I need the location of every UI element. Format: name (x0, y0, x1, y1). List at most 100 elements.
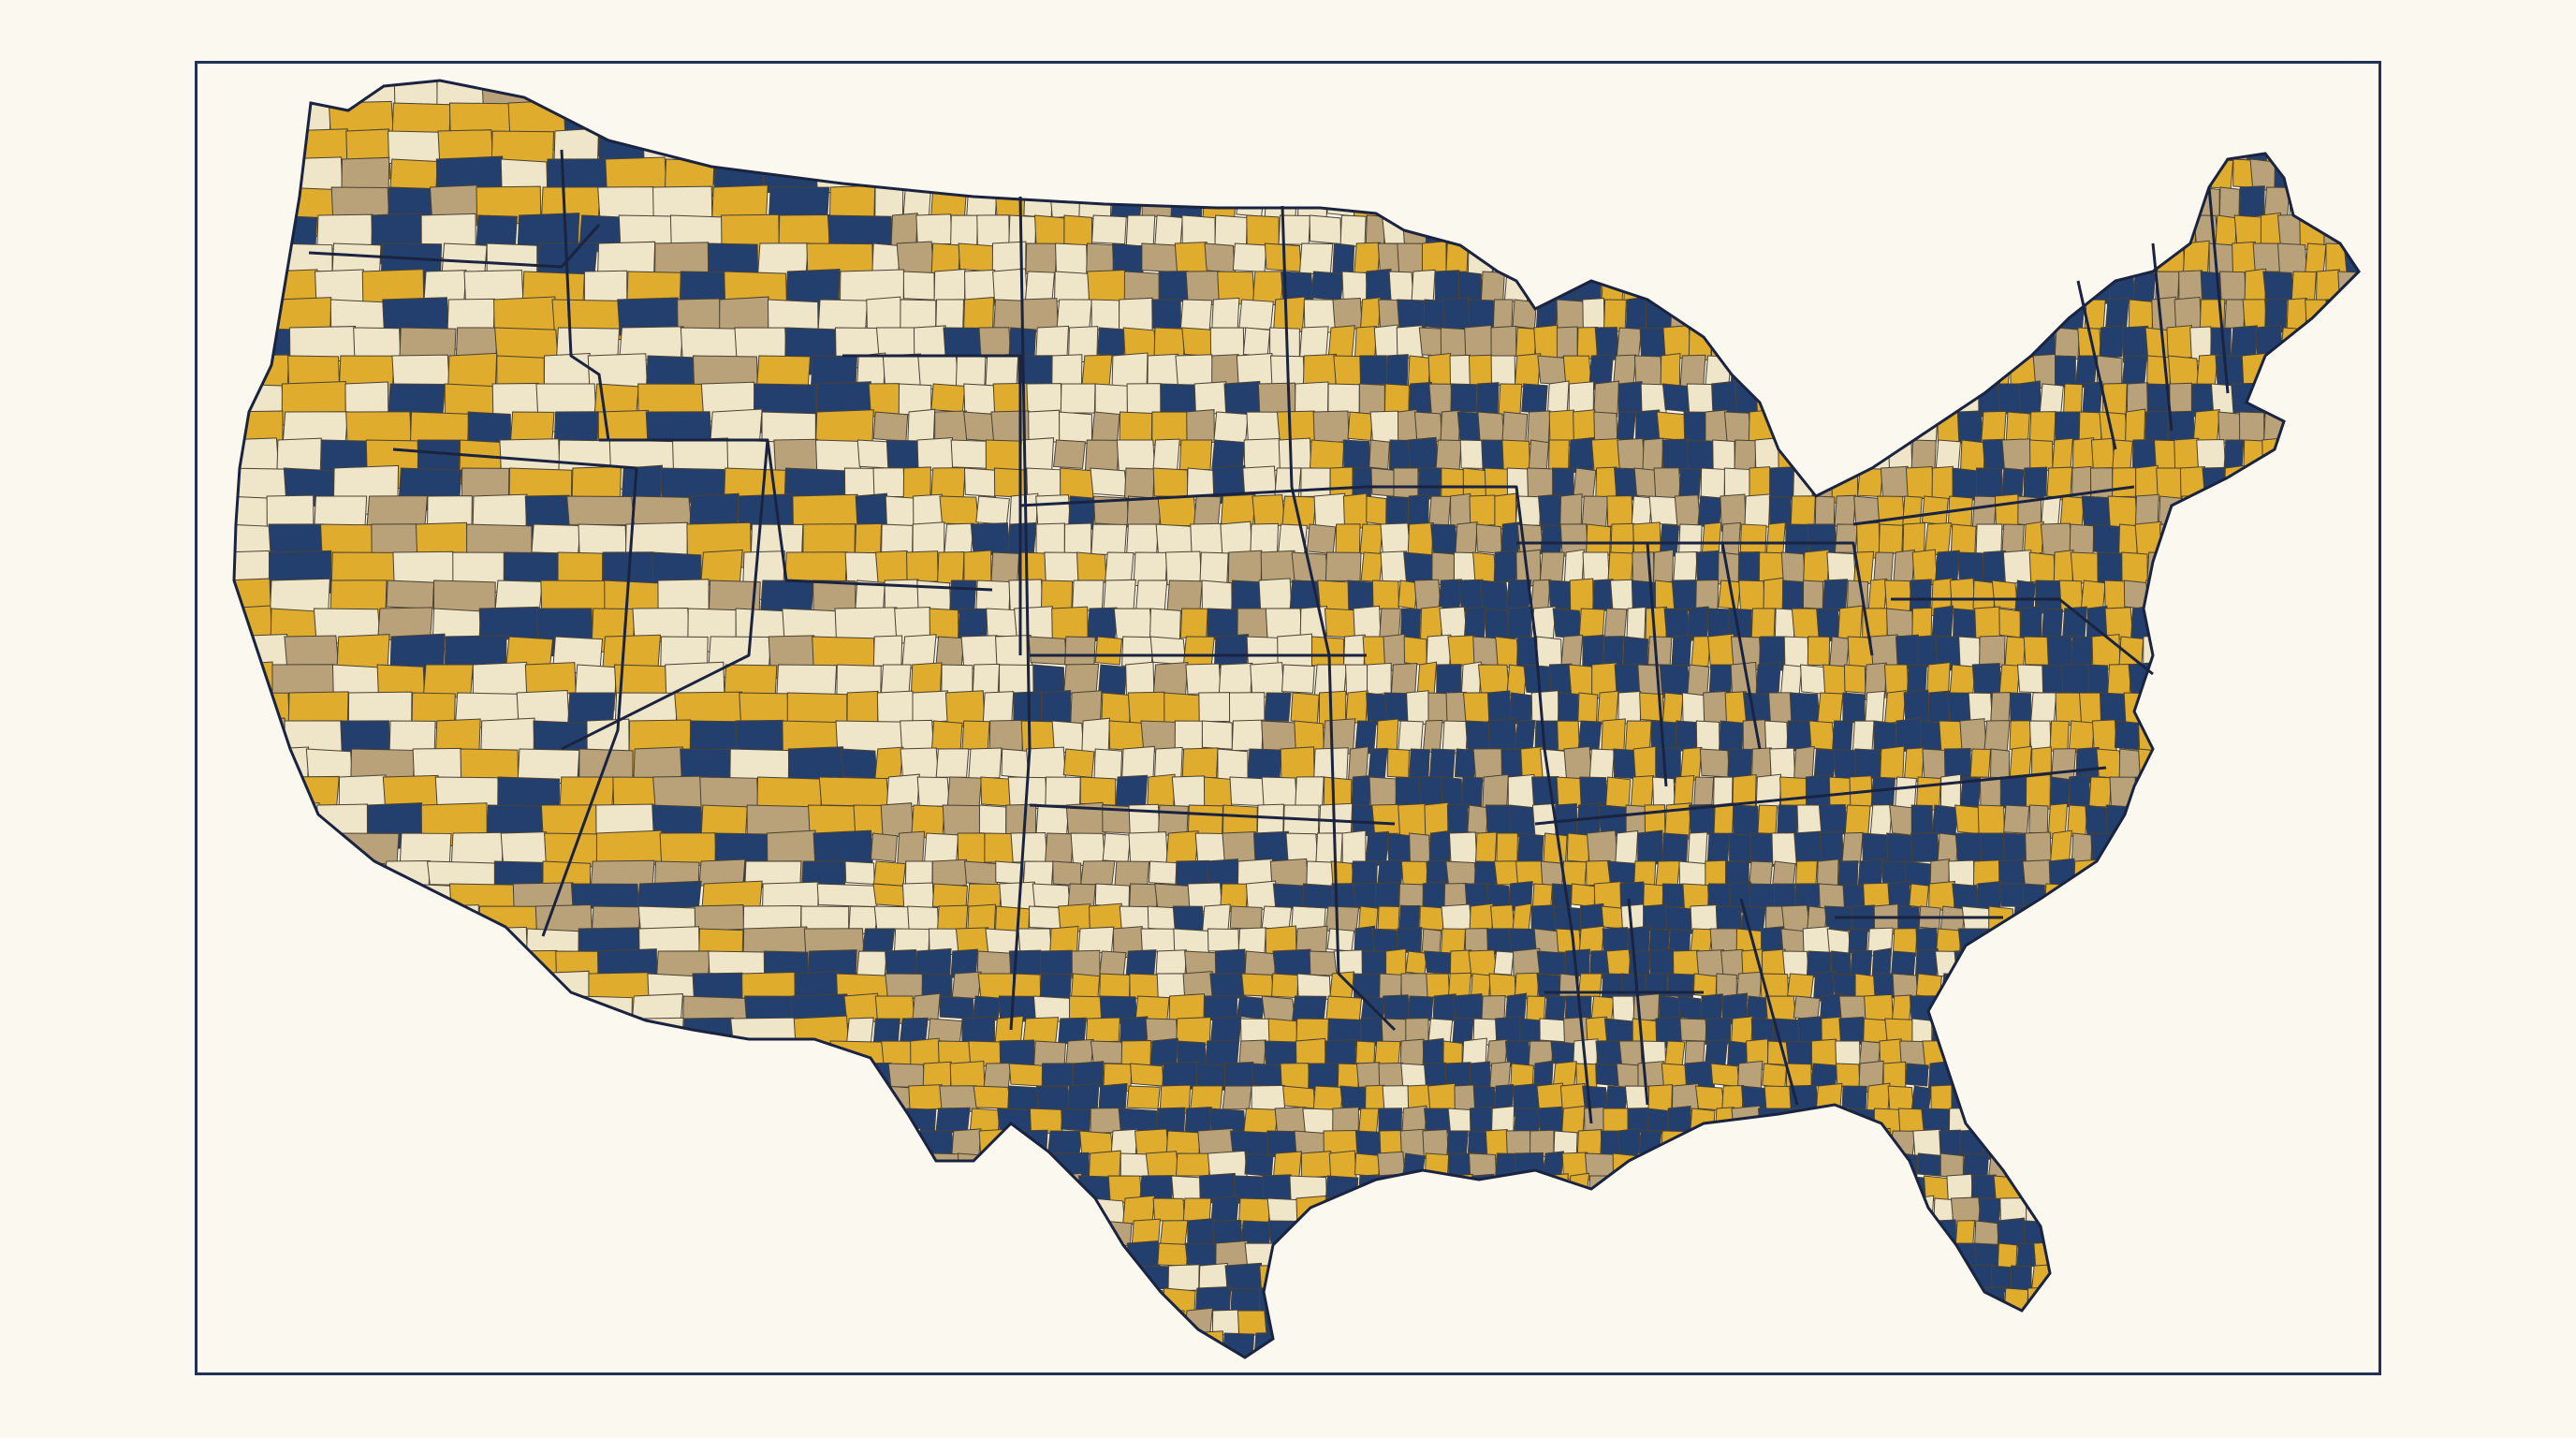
county-cell (1869, 634, 1901, 668)
county-cell (1553, 1329, 1574, 1357)
county-cell (1834, 494, 1857, 527)
county-cell (408, 1195, 475, 1225)
county-cell (1307, 1242, 1342, 1272)
county-cell (2212, 1084, 2241, 1112)
county-cell (1999, 776, 2027, 809)
county-cell (2325, 1150, 2350, 1185)
county-cell (1477, 664, 1511, 695)
county-cell (959, 1197, 995, 1225)
county-cell (986, 608, 1019, 638)
county-cell (1572, 1263, 1599, 1292)
county-cell (2146, 926, 2172, 957)
county-cell (1674, 1197, 1702, 1224)
county-cell (1543, 832, 1568, 865)
county-cell (2283, 1355, 2308, 1357)
county-cell (2352, 100, 2359, 139)
county-cell (535, 1062, 601, 1101)
county-cell (1062, 663, 1100, 696)
county-cell (2327, 326, 2349, 360)
county-cell (1688, 271, 1708, 304)
county-cell (234, 1040, 278, 1085)
county-cell (2188, 973, 2211, 1000)
county-cell (870, 1332, 911, 1357)
county-cell (1190, 522, 1224, 557)
county-cell (1718, 299, 1744, 332)
county-cell (1353, 882, 1379, 909)
county-cell (269, 1108, 333, 1155)
county-cell (1056, 100, 1090, 139)
county-cell (1837, 1172, 1860, 1206)
county-cell (2330, 1015, 2357, 1048)
county-cell (827, 1175, 884, 1200)
county-cell (872, 883, 908, 907)
county-cell (1919, 213, 1947, 249)
county-cell (340, 1061, 394, 1112)
county-cell (950, 214, 978, 246)
county-cell (1032, 883, 1071, 909)
county-cell (2318, 580, 2338, 612)
county-cell (1460, 1332, 1486, 1357)
county-cell (384, 928, 429, 973)
county-cell (2292, 718, 2318, 752)
county-cell (1633, 102, 1656, 134)
county-cell (1329, 466, 1354, 499)
county-cell (586, 1173, 632, 1223)
county-cell (1780, 354, 1808, 389)
county-cell (517, 995, 578, 1045)
county-cell (1695, 720, 1720, 753)
county-cell (2001, 438, 2034, 473)
county-cell (1355, 1219, 1383, 1250)
county-cell (2358, 949, 2359, 976)
county-cell (884, 1287, 921, 1315)
county-cell (1991, 127, 2017, 164)
county-cell (1731, 1175, 1754, 1202)
county-cell (1286, 1332, 1320, 1357)
county-cell (1626, 606, 1647, 641)
county-cell (2287, 81, 2314, 107)
county-cell (975, 495, 1010, 526)
county-cell (1056, 299, 1092, 330)
county-cell (2124, 81, 2147, 110)
county-cell (846, 1017, 874, 1044)
county-cell (1991, 156, 2015, 192)
county-cell (1282, 1085, 1316, 1109)
county-cell (1253, 1331, 1288, 1357)
county-cell (576, 1353, 632, 1357)
county-cell (1398, 580, 1418, 609)
county-cell (1990, 692, 2012, 724)
county-cell (2032, 1152, 2054, 1179)
county-cell (1954, 81, 1982, 107)
county-cell (905, 550, 939, 583)
county-cell (332, 1310, 379, 1357)
county-cell (1035, 325, 1070, 360)
county-cell (1656, 411, 1688, 442)
county-cell (390, 948, 452, 991)
county-cell (1652, 549, 1675, 585)
county-cell (1430, 523, 1458, 554)
county-cell (1388, 1240, 1411, 1271)
county-cell (2259, 550, 2285, 586)
county-cell (1193, 495, 1222, 528)
county-cell (933, 1310, 963, 1335)
county-cell (1743, 241, 1769, 278)
county-cell (1504, 158, 1529, 190)
county-cell (873, 860, 906, 888)
county-cell (2187, 1355, 2213, 1357)
county-cell (2217, 102, 2246, 137)
county-cell (1041, 1063, 1074, 1087)
county-cell (399, 1220, 451, 1255)
county-cell (2219, 1263, 2247, 1297)
county-cell (2217, 858, 2248, 888)
county-cell (1521, 383, 1548, 414)
county-cell (1228, 692, 1266, 726)
county-cell (651, 1262, 710, 1310)
county-cell (2310, 81, 2337, 110)
county-cell (2036, 130, 2057, 161)
county-cell (2159, 1152, 2186, 1181)
county-cell (1460, 1242, 1488, 1269)
county-cell (2011, 1040, 2039, 1067)
county-cell (1603, 1108, 1629, 1134)
county-cell (1022, 1017, 1060, 1045)
county-cell (2269, 522, 2291, 556)
